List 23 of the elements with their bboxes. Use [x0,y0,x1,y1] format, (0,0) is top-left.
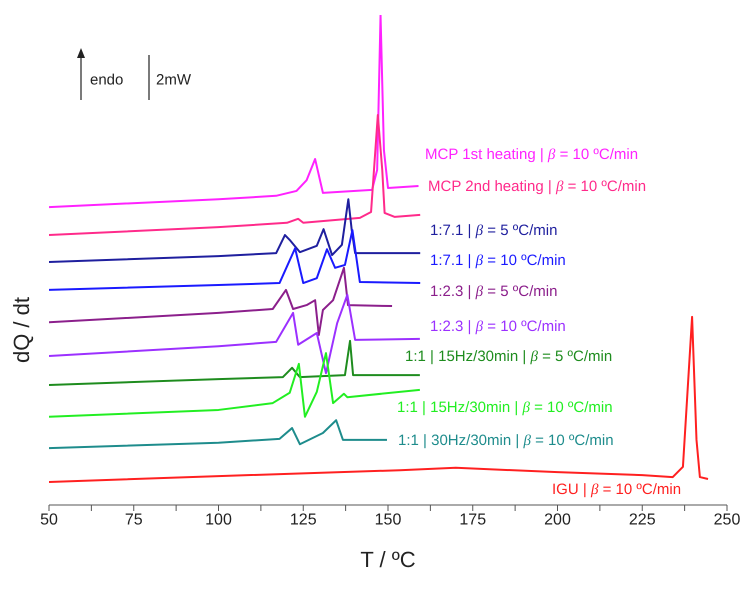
text: MCP 1st heating | β = 10 ºC/min [425,146,638,163]
y-axis-title: dQ / dt [9,296,35,364]
x-tick-label: 150 [374,511,402,528]
x-tick-label: 100 [205,511,232,528]
text: MCP 2nd heating | β = 10 ºC/min [428,178,646,195]
x-axis-title: T / ºC [360,547,416,572]
text: 1:2.3 | β = 5 ºC/min [430,283,558,300]
text: 1:2.3 | β = 10 ºC/min [430,318,566,335]
x-tick-label: 50 [40,511,58,528]
annotation: 2mW [156,72,191,88]
text: 1:7.1 | β = 5 ºC/min [430,222,558,239]
x-tick-label: 200 [544,511,571,528]
x-tick-label: 225 [628,511,656,528]
x-tick-label: 75 [124,511,143,528]
text: 1:1 | 30Hz/30min | β = 10 ºC/min [398,432,614,449]
text: 1:1 | 15Hz/30min | β = 5 ºC/min [405,348,612,365]
annotation: endo [90,72,124,88]
x-tick-label: 125 [290,511,317,528]
text: 1:7.1 | β = 10 ºC/min [430,252,566,269]
x-tick-label: 250 [714,511,740,528]
x-tick-label: 175 [459,511,486,528]
text: IGU | β = 10 ºC/min [552,481,682,498]
text: 1:1 | 15Hz/30min | β = 10 ºC/min [397,399,613,416]
